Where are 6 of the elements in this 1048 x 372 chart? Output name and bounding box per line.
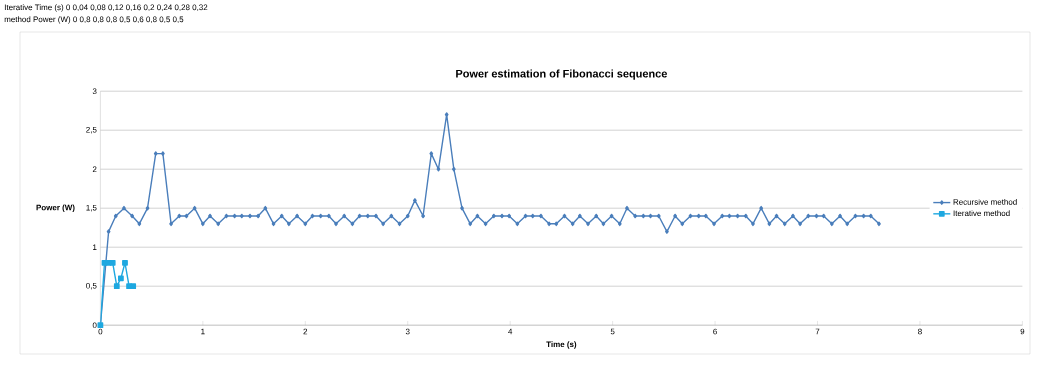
point	[122, 259, 128, 266]
point	[118, 275, 124, 282]
point	[113, 283, 120, 290]
point	[109, 259, 116, 266]
point	[130, 283, 137, 290]
chart-title: Power estimation of Fibonacci sequence	[456, 69, 667, 80]
